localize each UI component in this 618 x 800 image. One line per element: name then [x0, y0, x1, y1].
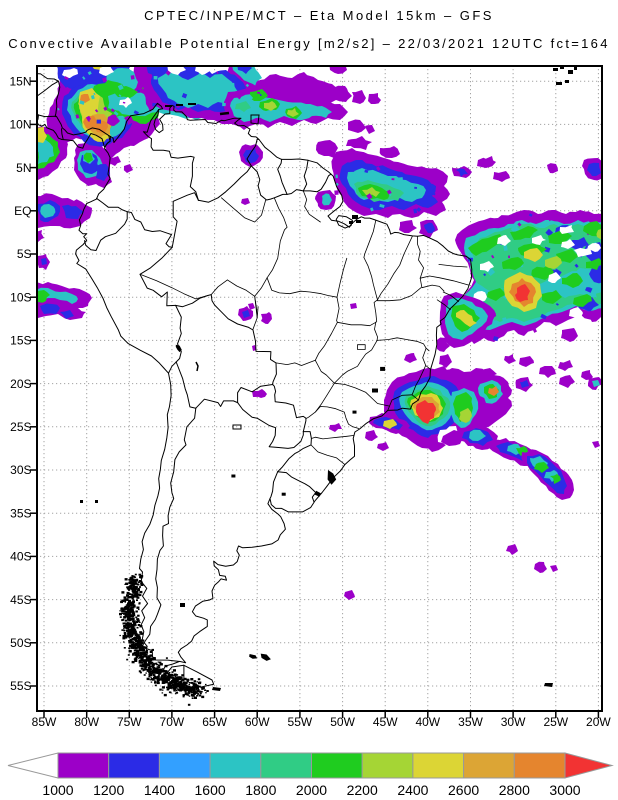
svg-text:2600: 2600 — [448, 782, 479, 798]
svg-text:55W: 55W — [288, 715, 313, 729]
svg-text:40S: 40S — [10, 550, 31, 564]
svg-text:50W: 50W — [330, 715, 355, 729]
svg-text:20S: 20S — [10, 377, 31, 391]
svg-text:50S: 50S — [10, 636, 31, 650]
svg-text:15S: 15S — [10, 334, 31, 348]
svg-text:15N: 15N — [9, 74, 31, 88]
svg-text:25W: 25W — [543, 715, 568, 729]
svg-text:2200: 2200 — [347, 782, 378, 798]
svg-text:10S: 10S — [10, 290, 31, 304]
svg-text:60W: 60W — [245, 715, 270, 729]
svg-text:5N: 5N — [16, 161, 31, 175]
svg-text:EQ: EQ — [14, 204, 31, 218]
svg-text:10N: 10N — [9, 118, 31, 132]
svg-text:45S: 45S — [10, 593, 31, 607]
svg-text:75W: 75W — [117, 715, 142, 729]
svg-text:Convective Available Potential: Convective Available Potential Energy [m… — [8, 36, 610, 51]
svg-text:2000: 2000 — [296, 782, 327, 798]
svg-text:1800: 1800 — [245, 782, 276, 798]
svg-text:30W: 30W — [501, 715, 526, 729]
svg-text:1400: 1400 — [144, 782, 175, 798]
svg-text:20W: 20W — [586, 715, 611, 729]
svg-text:30S: 30S — [10, 463, 31, 477]
svg-text:5S: 5S — [17, 247, 32, 261]
svg-text:1200: 1200 — [93, 782, 124, 798]
svg-text:70W: 70W — [160, 715, 185, 729]
svg-text:2800: 2800 — [499, 782, 530, 798]
svg-text:55S: 55S — [10, 679, 31, 693]
svg-text:45W: 45W — [373, 715, 398, 729]
svg-text:25S: 25S — [10, 420, 31, 434]
svg-text:80W: 80W — [74, 715, 99, 729]
svg-text:1600: 1600 — [195, 782, 226, 798]
svg-text:35S: 35S — [10, 506, 31, 520]
svg-text:85W: 85W — [32, 715, 57, 729]
svg-text:65W: 65W — [202, 715, 227, 729]
svg-text:35W: 35W — [458, 715, 483, 729]
svg-text:CPTEC/INPE/MCT – Eta Model 15: CPTEC/INPE/MCT – Eta Model 15km – GFS — [144, 8, 494, 23]
svg-text:40W: 40W — [415, 715, 440, 729]
svg-text:1000: 1000 — [42, 782, 73, 798]
svg-text:2400: 2400 — [397, 782, 428, 798]
svg-text:3000: 3000 — [549, 782, 580, 798]
